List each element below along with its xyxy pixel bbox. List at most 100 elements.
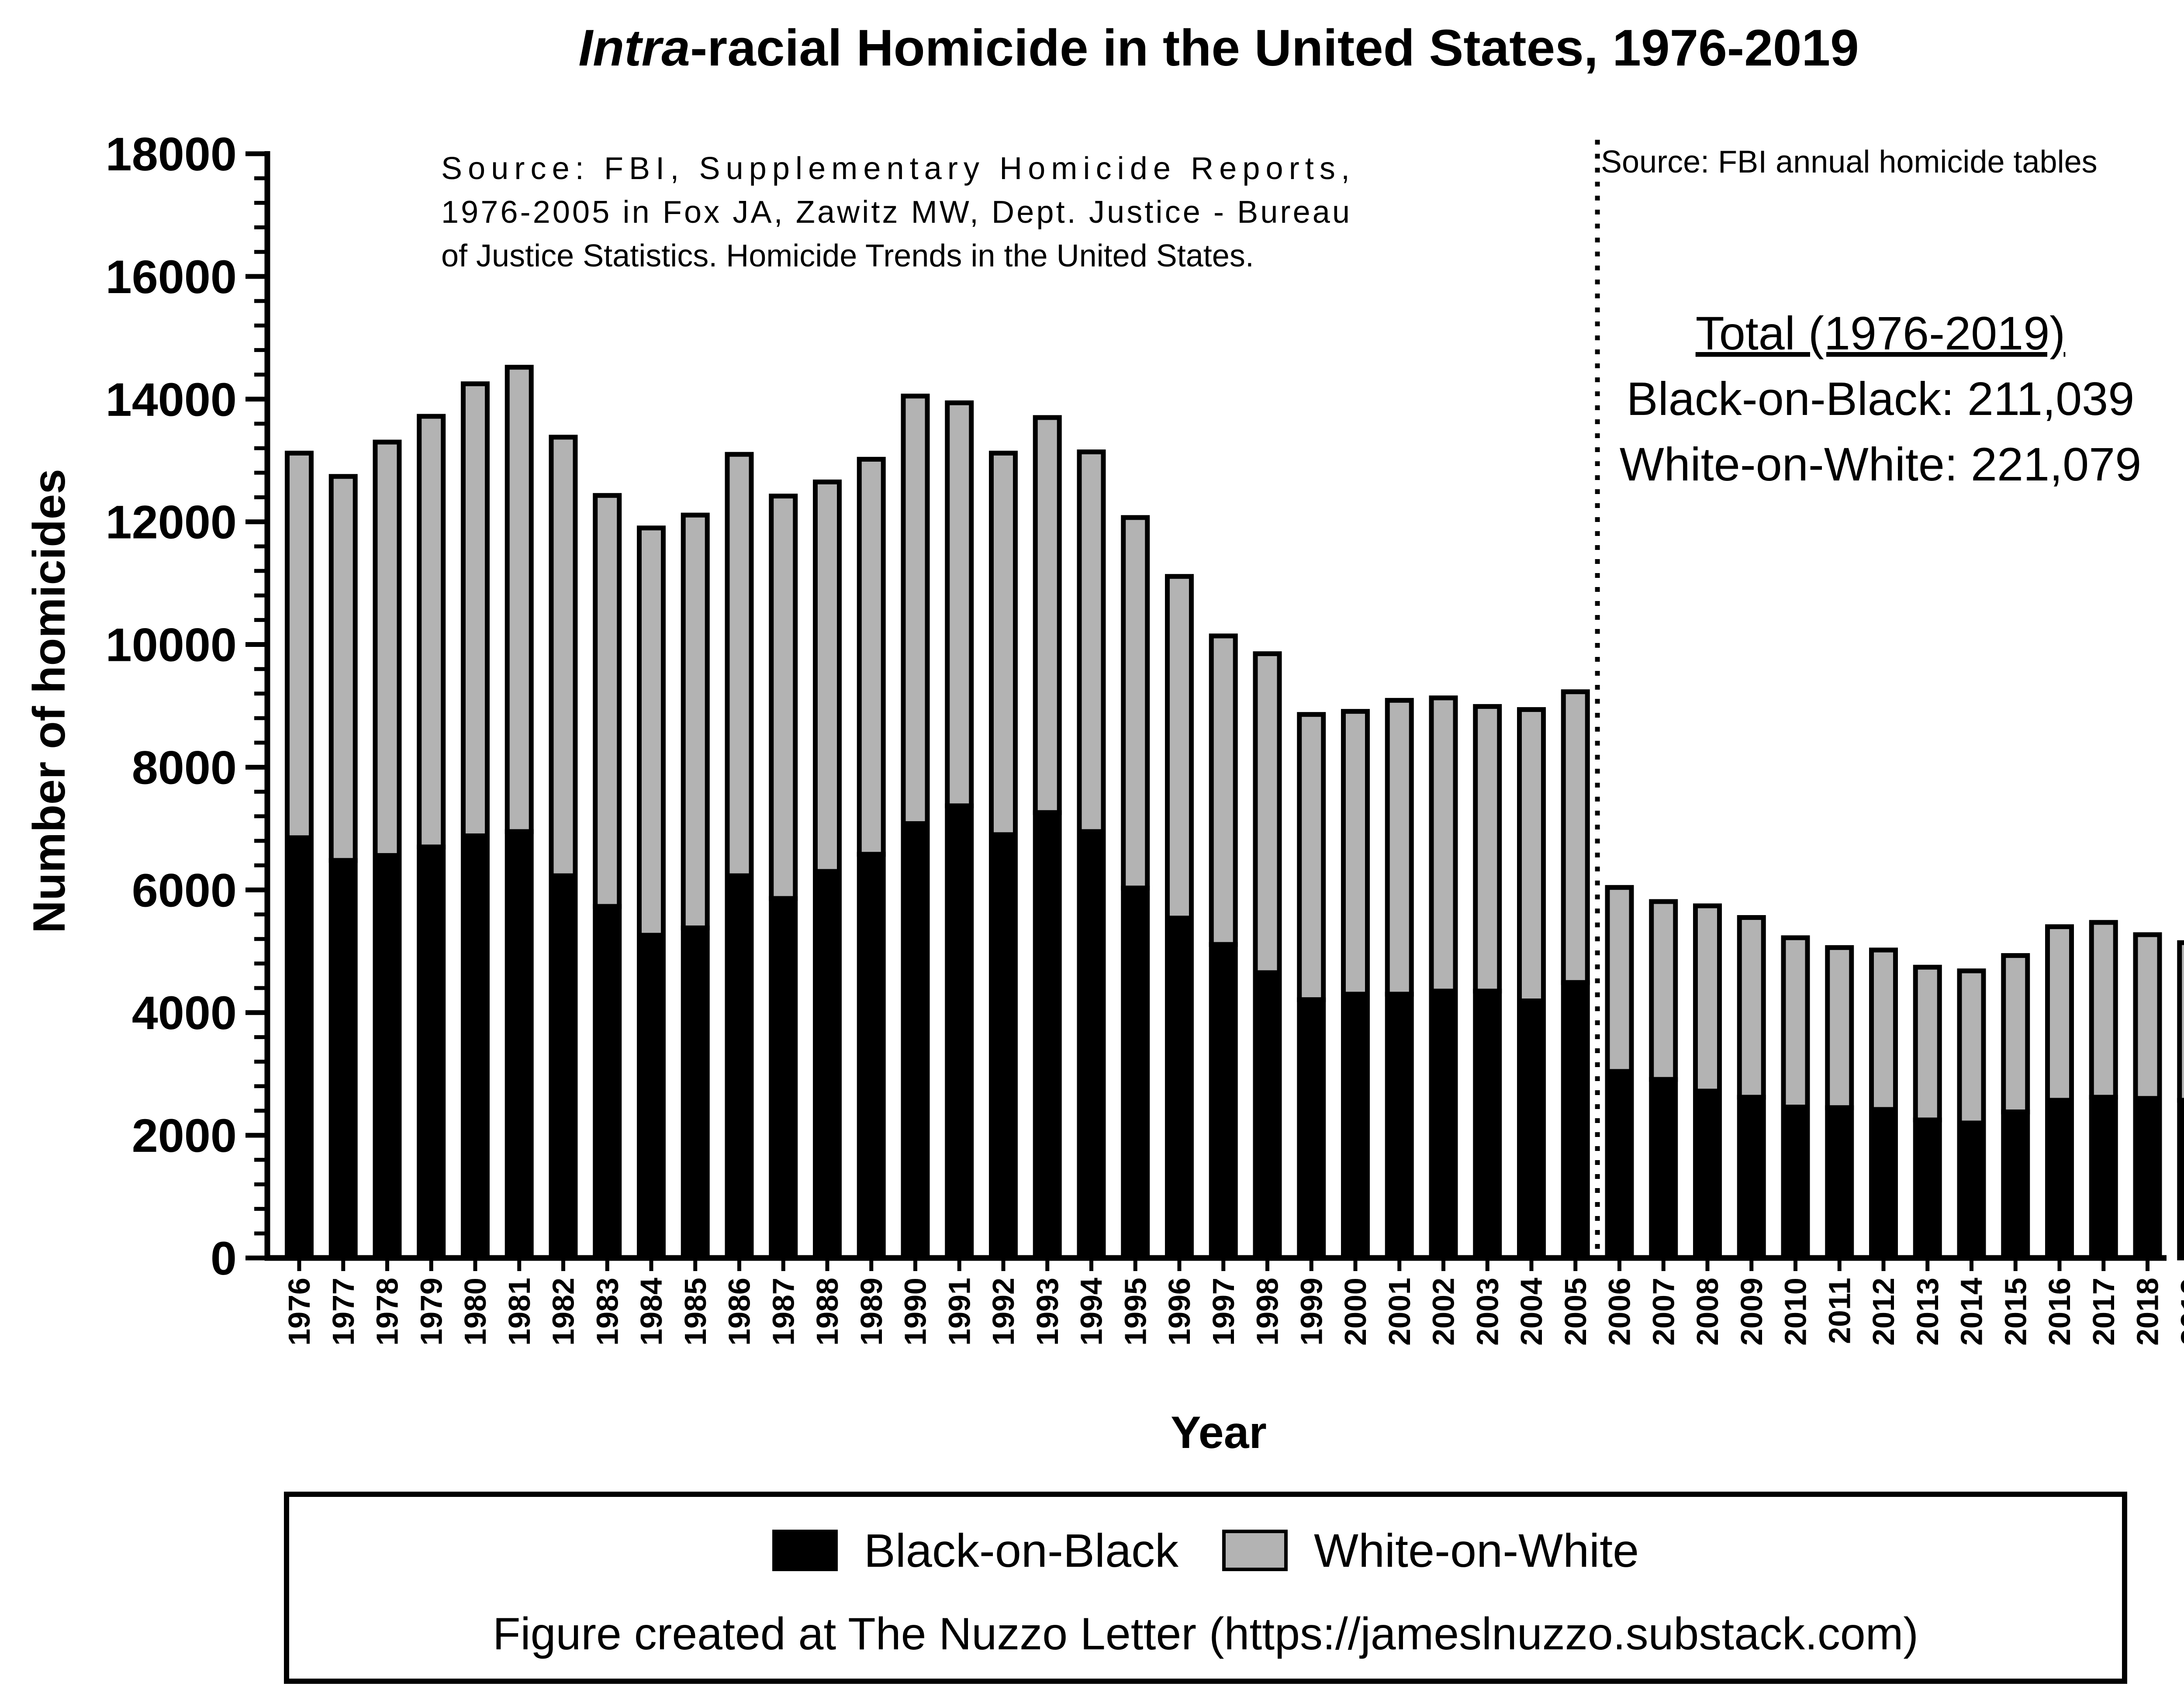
bar-white-1988 — [813, 479, 842, 874]
bar-black-2011 — [1825, 1105, 1854, 1261]
y-tick-label: 14000 — [106, 373, 237, 426]
bar-black-1994 — [1077, 829, 1106, 1261]
axes-group — [264, 151, 2167, 1261]
bar-white-2003 — [1473, 704, 1502, 994]
x-tick-label: 1987 — [766, 1278, 800, 1346]
bar-white-2004 — [1517, 707, 1546, 1004]
x-tick-label: 1982 — [546, 1278, 581, 1346]
y-tick-label: 18000 — [106, 128, 237, 180]
x-tick-label: 1983 — [590, 1278, 624, 1346]
bar-black-1985 — [681, 925, 710, 1261]
bar-white-2007 — [1649, 899, 1678, 1082]
bar-black-1995 — [1121, 885, 1150, 1261]
bar-white-2014 — [1957, 968, 1986, 1126]
y-tick-label: 6000 — [132, 864, 237, 916]
bar-black-1983 — [593, 904, 622, 1261]
x-tick-label: 1986 — [722, 1278, 757, 1346]
bar-white-1986 — [725, 452, 754, 878]
x-tick-label: 1995 — [1118, 1278, 1152, 1346]
y-tick-label: 4000 — [132, 986, 237, 1039]
bar-black-2019 — [2177, 1098, 2184, 1261]
bar-white-1994 — [1077, 449, 1106, 834]
bar-white-1999 — [1297, 712, 1326, 1002]
legend-swatch-black — [772, 1530, 838, 1571]
bar-white-1976 — [285, 450, 314, 840]
bar-black-1977 — [328, 858, 358, 1261]
legend-label-white: White-on-White — [1314, 1524, 1639, 1577]
source-left-line-1: Source: FBI, Supplementary Homicide Repo… — [441, 151, 1350, 186]
legend-item-black: Black-on-Black — [772, 1523, 1178, 1578]
x-tick-label: 2013 — [1911, 1278, 1945, 1346]
x-tick-label: 1997 — [1206, 1278, 1241, 1346]
x-tick-label: 2005 — [1559, 1278, 1593, 1346]
x-labels-group: 1976 1977 1978 1979 1980 1981 1982 1983 1984 1985… — [282, 1258, 2184, 1346]
bar-white-1995 — [1121, 515, 1150, 891]
bar-white-2013 — [1913, 964, 1942, 1123]
x-tick-label: 1977 — [326, 1278, 360, 1346]
legend-label-black: Black-on-Black — [864, 1524, 1179, 1577]
bar-black-2017 — [2089, 1095, 2118, 1261]
legend-item-white: White-on-White — [1222, 1523, 1639, 1578]
x-tick-label: 1998 — [1251, 1278, 1285, 1346]
bar-white-1979 — [417, 414, 446, 850]
bar-black-2003 — [1473, 988, 1502, 1261]
bar-black-2000 — [1341, 992, 1370, 1261]
x-tick-label: 2001 — [1382, 1278, 1417, 1346]
x-tick-label: 1999 — [1294, 1278, 1328, 1346]
bar-black-1984 — [637, 933, 666, 1261]
bar-black-1980 — [461, 833, 490, 1261]
bar-white-1981 — [505, 365, 534, 834]
x-tick-label: 1980 — [458, 1278, 492, 1346]
x-tick-label: 1976 — [282, 1278, 316, 1346]
source-left-line-2: 1976-2005 in Fox JA, Zawitz MW, Dept. Ju… — [441, 195, 1350, 230]
bar-black-1979 — [417, 844, 446, 1261]
x-tick-label: 2010 — [1779, 1278, 1813, 1346]
bar-white-1996 — [1165, 574, 1194, 921]
bar-black-1988 — [813, 869, 842, 1261]
x-axis-title: Year — [1171, 1407, 1267, 1458]
x-tick-label: 2019 — [2174, 1278, 2184, 1346]
x-tick-label: 1992 — [986, 1278, 1020, 1346]
bar-white-2000 — [1341, 709, 1370, 997]
x-tick-label: 1988 — [810, 1278, 844, 1346]
bar-white-1980 — [461, 381, 490, 839]
bar-white-2017 — [2089, 920, 2118, 1100]
x-tick-label: 2009 — [1735, 1278, 1769, 1346]
source-right-note: Source: FBI annual homicide tables — [1601, 145, 2098, 180]
figure-credit: Figure created at The Nuzzo Letter (http… — [493, 1609, 1918, 1659]
chart-title-italic: Intra — [578, 19, 690, 77]
bar-white-2018 — [2133, 932, 2162, 1101]
bar-black-1998 — [1253, 970, 1282, 1261]
totals-heading: Total (1976-2019) — [1696, 307, 2066, 359]
bar-white-1985 — [681, 512, 710, 930]
bar-white-1989 — [857, 456, 886, 857]
bar-white-2011 — [1825, 945, 1854, 1110]
chart-title: Intra-racial Homicide in the United Stat… — [578, 19, 1859, 77]
bar-white-1987 — [769, 494, 798, 901]
bar-black-1989 — [857, 852, 886, 1261]
x-tick-label: 2007 — [1646, 1278, 1680, 1346]
bar-black-2005 — [1561, 980, 1590, 1261]
bar-white-2019 — [2177, 940, 2184, 1103]
x-tick-label: 2011 — [1822, 1278, 1856, 1344]
x-tick-label: 1991 — [942, 1278, 976, 1346]
bar-white-1993 — [1033, 415, 1062, 815]
bar-black-2013 — [1913, 1117, 1942, 1261]
y-tick-label: 16000 — [106, 250, 237, 303]
bar-black-1993 — [1033, 810, 1062, 1261]
x-tick-label: 1996 — [1162, 1278, 1196, 1346]
bar-white-2002 — [1429, 695, 1458, 994]
x-tick-label: 1978 — [370, 1278, 404, 1346]
bar-white-2006 — [1605, 885, 1634, 1074]
x-tick-label: 1990 — [898, 1278, 933, 1346]
bar-black-2004 — [1517, 999, 1546, 1261]
x-tick-label: 2014 — [1955, 1278, 1989, 1346]
bar-black-1992 — [989, 832, 1018, 1261]
x-tick-label: 2006 — [1603, 1278, 1637, 1346]
bar-black-2010 — [1781, 1105, 1810, 1261]
x-tick-label: 1979 — [414, 1278, 448, 1346]
x-tick-label: 2008 — [1690, 1278, 1724, 1346]
chart-title-rest: -racial Homicide in the United States, 1… — [690, 19, 1859, 77]
x-tick-label: 2018 — [2131, 1278, 2165, 1346]
